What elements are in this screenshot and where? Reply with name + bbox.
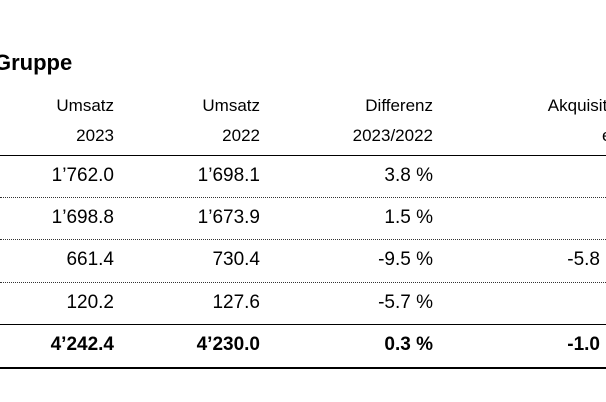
total-umsatz-2022: 4’230.0: [196, 334, 260, 355]
table-row: 1’762.0 1’698.1 3.8 %: [0, 156, 606, 196]
total-umsatz-2023: 4’242.4: [50, 334, 114, 355]
table-row: 1’698.8 1’673.9 1.5 %: [0, 198, 606, 238]
header-line2: 2023/2022: [352, 126, 433, 145]
table-bottom-border: [0, 367, 606, 369]
header-line2: 2022: [222, 126, 260, 145]
cell-umsatz-2023: 1’762.0: [51, 165, 114, 186]
cell-differenz: 3.8 %: [384, 165, 433, 186]
header-line1: Umsatz: [202, 96, 260, 115]
header-differenz: Differenz 2023/2022: [0, 91, 433, 151]
row-divider: [0, 197, 606, 198]
cell-differenz: -9.5 %: [378, 249, 433, 270]
cell-differenz: 1.5 %: [384, 207, 433, 228]
cell-umsatz-2023: 1’698.8: [51, 207, 114, 228]
total-akquisition: -1.0: [567, 334, 600, 355]
header-line2: effe: [0, 121, 606, 151]
cell-umsatz-2022: 127.6: [212, 292, 260, 313]
cell-umsatz-2022: 1’698.1: [197, 165, 260, 186]
header-line1: Umsatz: [56, 96, 114, 115]
row-divider: [0, 282, 606, 283]
table-title: Gruppe: [0, 50, 73, 75]
header-line2: 2023: [76, 126, 114, 145]
header-line1: Akquisition: [547, 96, 606, 115]
cell-akquisition: -5.8: [567, 249, 600, 270]
table-row: 120.2 127.6 -5.7 %: [0, 283, 606, 323]
header-umsatz-2022: Umsatz 2022: [0, 91, 260, 151]
total-differenz: 0.3 %: [384, 334, 433, 355]
cell-umsatz-2022: 1’673.9: [197, 207, 260, 228]
cell-umsatz-2022: 730.4: [212, 249, 260, 270]
row-divider: [0, 239, 606, 240]
header-divider: [0, 155, 606, 156]
header-line1: Differenz: [365, 96, 433, 115]
header-akquisition: Akquisition effe: [0, 91, 606, 151]
cell-umsatz-2023: 661.4: [66, 249, 114, 270]
total-row: 4’242.4 4’230.0 0.3 % -1.0: [0, 325, 606, 365]
header-umsatz-2023: Umsatz 2023: [0, 91, 114, 151]
table-row: 661.4 730.4 -9.5 % -5.8: [0, 240, 606, 280]
total-divider: [0, 324, 606, 325]
cell-umsatz-2023: 120.2: [66, 292, 114, 313]
cell-differenz: -5.7 %: [378, 292, 433, 313]
